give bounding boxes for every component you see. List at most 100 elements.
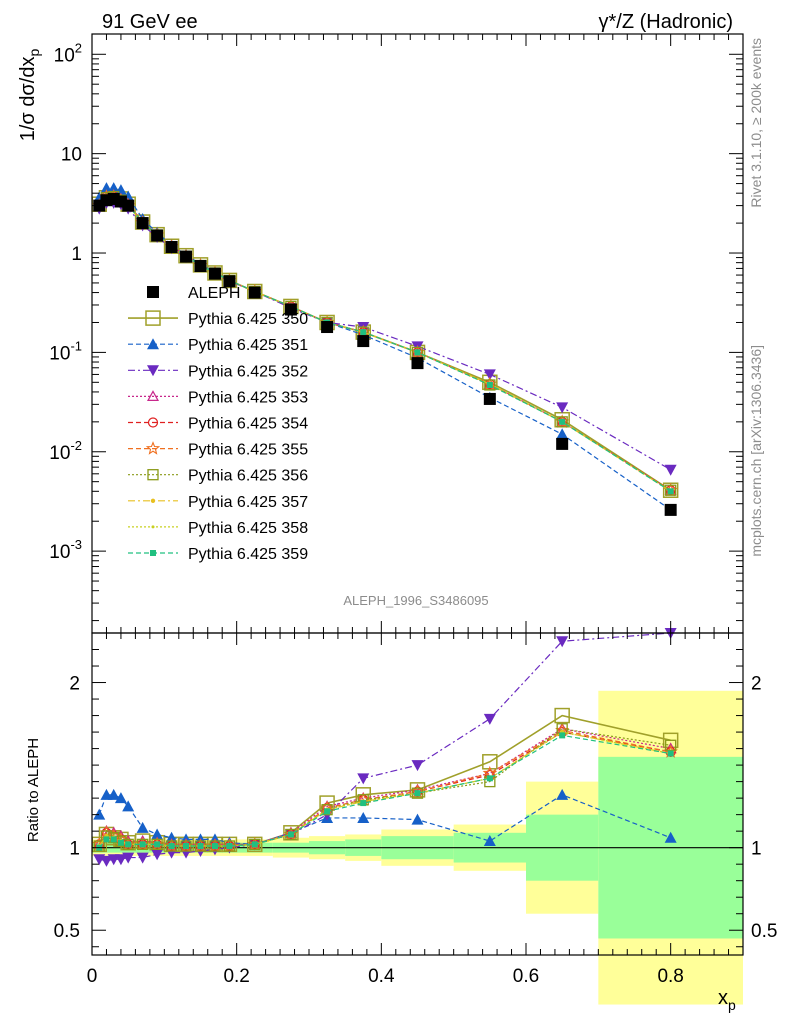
- series-pythia-6-425-353: [93, 189, 677, 495]
- series-pythia-6-425-353-line: [98, 194, 671, 491]
- series-aleph: [93, 192, 677, 516]
- ratio-y-tick-label: 0.5: [54, 921, 80, 942]
- series-pythia-6-425-355-line: [98, 195, 671, 491]
- series-pythia-6-425-356-point: [665, 484, 677, 496]
- series-pythia-6-425-355: [92, 189, 678, 497]
- series-pythia-6-425-351: [93, 182, 677, 515]
- ratio-pythia-6-425-352-point: [411, 760, 424, 772]
- series-aleph-point: [122, 199, 135, 212]
- y-tick-label: 102: [54, 40, 82, 66]
- legend-marker: [147, 286, 159, 298]
- legend-marker: [150, 498, 156, 503]
- series-pythia-6-425-359-point: [360, 329, 367, 336]
- series-pythia-6-425-356-line: [98, 195, 671, 491]
- ratio-pythia-6-425-359-point: [110, 836, 117, 843]
- header-right: γ*/Z (Hadronic): [599, 11, 733, 33]
- series-pythia-6-425-354: [94, 191, 676, 496]
- series-pythia-6-425-356-point: [556, 416, 568, 428]
- ratio-pythia-6-425-359-point: [486, 775, 493, 782]
- series-aleph-point: [136, 217, 149, 230]
- legend-label: Pythia 6.425 358: [188, 520, 308, 537]
- svg-text:1/σ dσ/dxp: 1/σ dσ/dxp: [17, 49, 42, 142]
- ratio-y-tick-label: 1: [69, 839, 80, 860]
- legend-entry-1: Pythia 6.425 350: [128, 310, 308, 328]
- legend-marker: [147, 365, 159, 377]
- ratio-pythia-6-425-359-point: [168, 843, 175, 850]
- main-series-lines: [91, 182, 679, 516]
- legend-marker: [145, 310, 161, 326]
- ratio-pythia-6-425-359-point: [559, 732, 566, 739]
- ratio-pythia-6-425-352-point: [357, 773, 370, 785]
- series-aleph-point: [151, 229, 164, 242]
- main-y-axis-title: 1/σ dσ/dxp: [17, 49, 42, 142]
- x-tick-label: 0.6: [513, 966, 539, 987]
- legend-marker: [150, 550, 156, 556]
- series-aleph-point: [208, 267, 221, 280]
- x-tick-label: 0.2: [223, 966, 249, 987]
- series-pythia-6-425-352: [93, 197, 677, 476]
- series-aleph-point: [248, 286, 261, 299]
- ratio-pythia-6-425-356-point: [93, 840, 105, 852]
- series-pythia-6-425-352-point: [664, 464, 677, 476]
- ratio-pythia-6-425-352-point: [100, 855, 113, 867]
- ratio-pythia-6-425-359-point: [125, 841, 132, 848]
- series-pythia-6-425-350-line: [98, 195, 672, 491]
- ratio-pythia-6-425-359-point: [154, 841, 161, 848]
- series-aleph-point: [411, 357, 424, 370]
- series-aleph-point: [357, 335, 370, 348]
- x-tick-label: 0.8: [657, 966, 683, 987]
- series-aleph-point: [194, 260, 207, 273]
- ratio-pythia-6-425-359-point: [360, 800, 367, 807]
- series-aleph-point: [664, 503, 677, 516]
- series-aleph-point: [223, 275, 236, 288]
- ratio-y-tick-label-right: 2: [751, 674, 762, 695]
- series-aleph-point: [483, 392, 496, 405]
- ratio-pythia-6-425-359-point: [226, 843, 233, 850]
- series-aleph-point: [180, 250, 193, 263]
- ratio-pythia-6-425-359-point: [414, 790, 421, 797]
- legend-label: Pythia 6.425 355: [188, 442, 308, 459]
- ratio-pythia-6-425-351-point: [556, 788, 569, 800]
- ratio-pythia-6-425-356-point: [411, 787, 424, 799]
- series-aleph-point: [284, 303, 297, 316]
- ratio-pythia-6-425-356-point: [321, 804, 333, 816]
- ratio-pythia-6-425-359-point: [117, 839, 124, 846]
- ratio-pythia-6-425-352-point: [136, 852, 149, 864]
- ratio-y-axis-title: Ratio to ALEPH: [25, 738, 42, 842]
- x-tick-label: 0.4: [368, 966, 395, 987]
- series-pythia-6-425-359-point: [667, 488, 674, 495]
- series-pythia-6-425-356: [93, 190, 677, 496]
- ratio-pythia-6-425-359-point: [197, 843, 204, 850]
- ratio-pythia-6-425-359-point: [251, 841, 258, 848]
- ratio-plot-frame: 0 0.2 0.4 0.6 0.8 0.5 0.5 1 1 2 2: [54, 632, 777, 987]
- ratio-pythia-6-425-359-point: [211, 843, 218, 850]
- series-pythia-6-425-352-line: [98, 202, 671, 471]
- ratio-pythia-6-425-352-point: [122, 852, 135, 864]
- legend-entry-5: Pythia 6.425 354: [128, 416, 308, 433]
- ratio-pythia-6-425-351-point: [93, 808, 106, 820]
- main-frame-border: [91, 33, 744, 634]
- legend-entry-6: Pythia 6.425 355: [128, 441, 308, 459]
- series-pythia-6-425-359-point: [486, 381, 493, 388]
- legend-entry-4: Pythia 6.425 353: [128, 389, 308, 406]
- legend-label: Pythia 6.425 350: [188, 311, 308, 328]
- series-pythia-6-425-356-point: [484, 379, 496, 391]
- legend-marker: [147, 469, 159, 481]
- ratio-pythia-6-425-359-point: [183, 843, 190, 850]
- ratio-pythia-6-425-352-line: [99, 632, 671, 862]
- series-aleph-point: [165, 240, 178, 253]
- ratio-pythia-6-425-352-point: [483, 713, 496, 725]
- legend-label: Pythia 6.425 359: [188, 546, 308, 563]
- y-tick-label: 10-2: [49, 438, 82, 464]
- y-tick-label: 10-1: [49, 338, 82, 364]
- legend-entry-9: Pythia 6.425 358: [128, 520, 308, 537]
- ratio-pythia-6-425-351-point: [664, 831, 677, 843]
- ratio-series-lines: [91, 628, 679, 867]
- series-pythia-6-425-359-point: [559, 418, 566, 425]
- series-pythia-6-425-352-point: [483, 369, 496, 381]
- legend-marker: [151, 525, 155, 529]
- ratio-pythia-6-425-351-point: [165, 831, 178, 843]
- series-aleph-point: [321, 321, 334, 334]
- legend-marker: [147, 417, 159, 428]
